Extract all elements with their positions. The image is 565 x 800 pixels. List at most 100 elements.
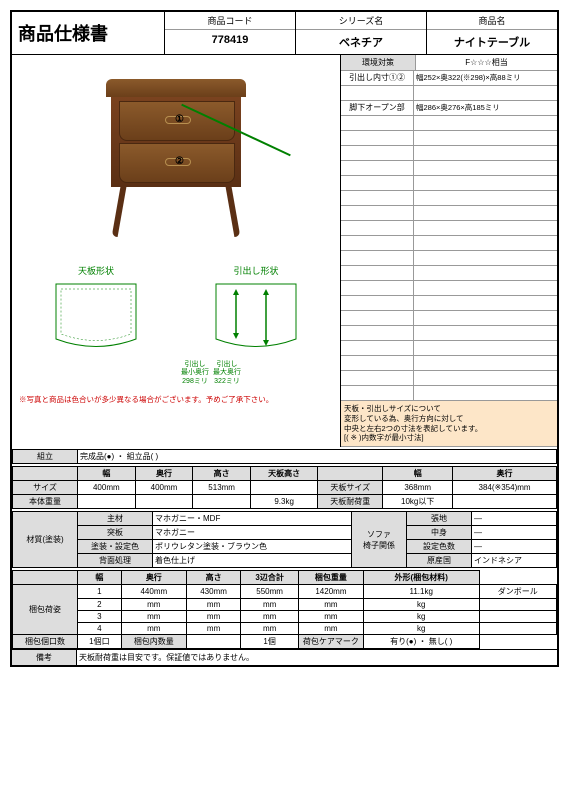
mat-key: 突板 [78,526,153,540]
pack-cell: 4 [78,623,122,635]
spec-row [341,131,557,146]
pack-bottom-cell: 荷包ケアマーク [298,635,363,649]
product-photo: ① ② [16,59,336,259]
pack-cell: kg [363,599,479,611]
name-value: ナイトテーブル [427,30,557,54]
spec-value [414,341,557,355]
cell: 368mm [383,481,453,495]
size-table: 幅奥行高さ天板高さ幅奥行 サイズ400mm400mm513mm天板サイズ368m… [12,466,557,509]
photo-warning: ※写真と商品は色合いが多少異なる場合がございます。予めご了承下さい。 [16,391,336,408]
pack-bottom-cell: 梱包個口数 [13,635,78,649]
spec-row [341,386,557,401]
pack-bottom-cell: 1個口 [78,635,122,649]
spec-label [341,326,414,340]
pack-cell: mm [241,623,299,635]
cell: 天板サイズ [318,481,383,495]
spec-row [341,356,557,371]
pack-cell: mm [186,611,241,623]
pack-header: 3辺合計 [241,571,299,585]
pack-cell: 430mm [186,585,241,599]
size-note: 天板・引出しサイズについて 変形している為、奥行方向に対して 中央と左右2つの寸… [341,401,557,447]
cell: 9.3kg [250,495,317,509]
spec-row [341,116,557,131]
pack-header: 高さ [186,571,241,585]
spec-row [341,266,557,281]
mat-val: 着色仕上げ [153,554,352,568]
top-shape-svg [51,279,141,359]
spec-label [341,356,414,370]
spec-label [341,191,414,205]
pack-cell: kg [363,623,479,635]
remarks-label: 備考 [12,650,77,665]
spec-row [341,296,557,311]
spec-label: 脚下オープン部 [341,101,414,115]
spec-value [414,146,557,160]
env-value: F☆☆☆相当 [416,55,557,70]
pack-bottom-cell: 1個 [241,635,299,649]
image-panel: ① ② 天板形状 引出し形状 [12,55,341,447]
spec-value: 幅286×奥276×高185ミリ [414,101,557,115]
remarks-value: 天板耐荷重は目安です。保証値ではありません。 [77,650,557,665]
pack-bottom-cell: 有り(●) ・ 無し( ) [363,635,479,649]
shape-diagrams: 天板形状 引出し形状 [16,259,336,391]
cell [13,467,78,481]
pack-cell: 440mm [121,585,186,599]
sofa-key: 設定色数 [407,540,472,554]
spec-value [414,326,557,340]
name-label: 商品名 [427,12,557,30]
pack-cell: 3 [78,611,122,623]
assembly-table: 組立 完成品(●) ・ 組立品( ) [12,449,557,464]
spec-row [341,281,557,296]
spec-row [341,371,557,386]
cell: 奥行 [453,467,557,481]
spec-row [341,326,557,341]
cell: 高さ [193,467,251,481]
spec-label [341,266,414,280]
code-label: 商品コード [165,12,295,30]
assembly-value: 完成品(●) ・ 組立品( ) [78,450,557,464]
spec-label [341,116,414,130]
spec-row [341,161,557,176]
pack-cell: 2 [78,599,122,611]
cell: 幅 [78,467,136,481]
spec-value [414,281,557,295]
spec-label [341,131,414,145]
pack-header [13,571,78,585]
cell: 400mm [135,481,193,495]
spec-label [341,281,414,295]
pack-cell: mm [298,623,363,635]
cell: 奥行 [135,467,193,481]
min-depth-note: 引出し 最小奥行 298ミリ [181,361,209,386]
cell: 384(※354)mm [453,481,557,495]
remarks-row: 備考 天板耐荷重は目安です。保証値ではありません。 [12,649,557,665]
spec-label [341,206,414,220]
spec-value [414,266,557,280]
spec-row [341,146,557,161]
header: 商品仕様書 商品コード 778419 シリーズ名 ベネチア 商品名 ナイトテーブ… [12,12,557,55]
cell [250,481,317,495]
spec-value [414,296,557,310]
pack-header: 幅 [78,571,122,585]
cell: 幅 [383,467,453,481]
spec-label [341,311,414,325]
pack-cell [479,623,556,635]
pack-cell: mm [186,623,241,635]
pack-bottom-cell: 梱包内数量 [121,635,186,649]
code-value: 778419 [165,30,295,50]
pack-cell: mm [298,611,363,623]
spec-row: 脚下オープン部幅286×奥276×高185ミリ [341,101,557,116]
spec-value [414,371,557,385]
sofa-key: 原産国 [407,554,472,568]
spec-value: 幅252×奥322(※298)×高88ミリ [414,71,557,85]
sofa-label: ソファ 椅子関係 [352,512,407,568]
pack-cell: mm [298,599,363,611]
pack-cell: mm [241,599,299,611]
spec-label: 引出し内寸①② [341,71,414,85]
packing-label: 梱包荷姿 [13,585,78,635]
cell [135,495,193,509]
env-label: 環境対策 [341,55,416,70]
spec-row [341,191,557,206]
spec-row [341,311,557,326]
env-row: 環境対策 F☆☆☆相当 [341,55,557,71]
pack-cell [479,599,556,611]
